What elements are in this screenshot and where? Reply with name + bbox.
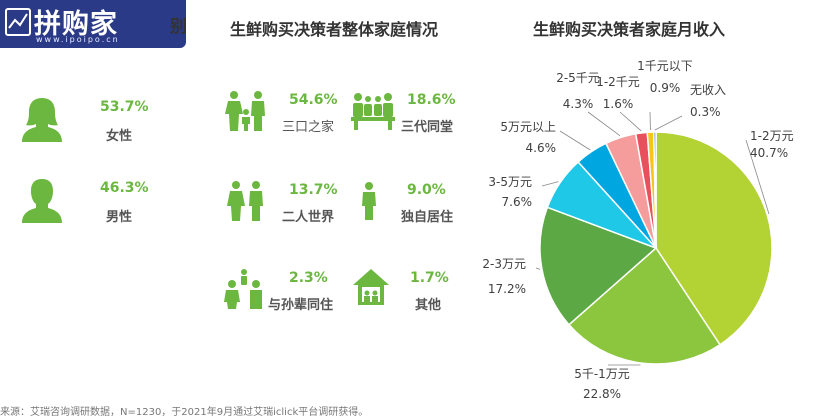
income-pie-chart: 1-2万元 40.7% 5千-1万元 22.8% 2-3万元 17.2% 3-5万元 7.6%… [460,40,817,414]
male-icon [20,177,64,223]
pie-leader-line [542,182,558,186]
pie-slice-value: 0.9% [650,81,681,95]
female-icon [20,96,64,142]
pie-slice-value: 4.3% [563,97,594,111]
gender-title-fragment: 别 [170,12,187,37]
female-label: 女性 [106,125,132,144]
male-percent: 46.3% [100,180,149,196]
family-three-percent: 54.6% [289,92,338,108]
house-icon [352,268,390,306]
pie-slice-label: 5千-1万元 [574,367,630,381]
pie-slice-value: 7.6% [502,195,533,209]
pie-slice-value: 0.3% [690,105,721,119]
three-gen-percent: 18.6% [407,92,456,108]
pie-leader-line [620,112,641,131]
single-person-icon [360,181,378,221]
pie-slice-label: 无收入 [690,83,726,97]
couple-icon [226,180,266,222]
pie-chart-title: 生鲜购买决策者家庭月收入 [533,16,725,40]
pie-leader-line [588,112,620,136]
three-gen-label: 三代同堂 [401,116,453,135]
pie-slice-value: 4.6% [526,141,557,155]
site-logo: 拼购家 www.ipoipo.cn [0,0,186,48]
grandchildren-percent: 2.3% [289,270,328,286]
three-generations-icon [350,92,396,130]
other-label: 其他 [415,294,441,313]
logo-mark-icon [5,8,31,36]
single-percent: 9.0% [407,182,446,198]
family-three-label: 三口之家 [282,116,334,135]
with-grandchildren-icon [222,268,268,310]
pie-slice-value: 40.7% [750,146,788,160]
pie-slice-value: 1.6% [603,97,634,111]
couple-percent: 13.7% [289,182,338,198]
pie-slice-value: 22.8% [583,387,621,401]
pie-slice-value: 17.2% [488,282,526,296]
other-percent: 1.7% [410,270,449,286]
male-label: 男性 [106,206,132,225]
source-note: 来源：艾瑞咨询调研数据，N=1230，于2021年9月通过艾瑞iclick平台调… [0,403,368,418]
single-label: 独自居住 [401,206,453,225]
grandchildren-label: 与孙辈同住 [268,294,333,313]
family-section-title: 生鲜购买决策者整体家庭情况 [230,16,438,40]
pie-slice-label: 5万元以上 [500,120,556,134]
pie-slice-label: 3-5万元 [488,175,532,189]
pie-leader-line [560,131,590,150]
pie-slice-label: 1-2千元 [596,75,640,89]
logo-subtext: www.ipoipo.cn [36,35,120,44]
pie-slice-label: 1千元以下 [637,59,693,73]
female-percent: 53.7% [100,99,149,115]
pie-slice-label: 2-5千元 [556,71,600,85]
pie-slice-label: 1-2万元 [750,129,794,143]
pie-slice-label: 2-3万元 [482,257,526,271]
pie-leader-line [655,116,682,130]
family-of-three-icon [222,90,270,132]
pie-leader-line [536,268,540,269]
couple-label: 二人世界 [282,206,334,225]
